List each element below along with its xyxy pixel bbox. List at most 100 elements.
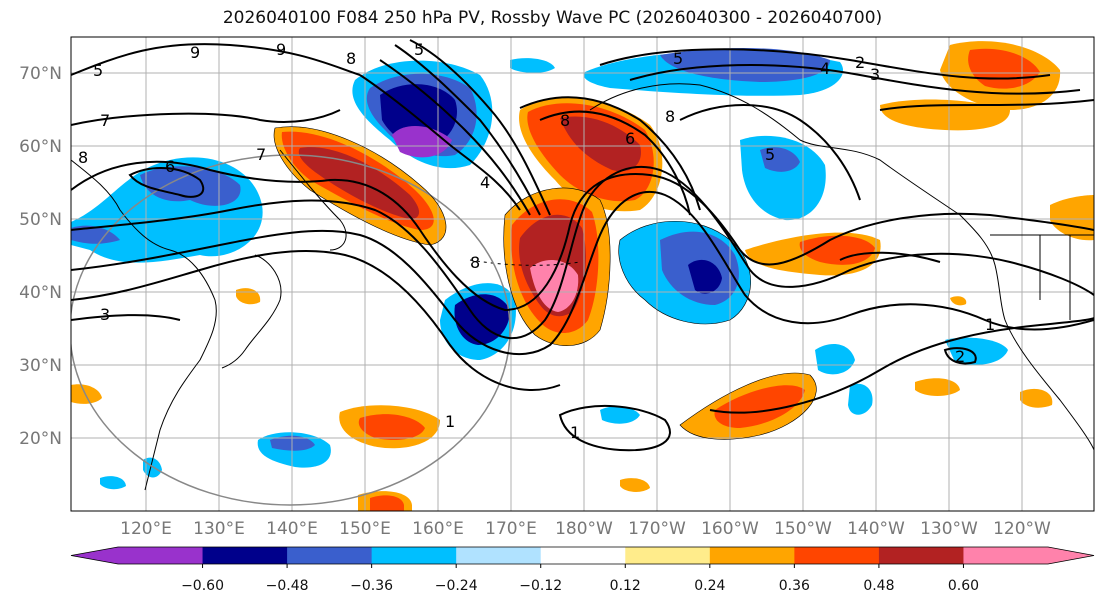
pv-contour: [71, 190, 1094, 355]
colorbar: −0.60 −0.48 −0.36 −0.24 −0.12 0.12 0.24 0.36 0.4…: [70, 546, 1095, 594]
anomaly-outline: [618, 220, 751, 325]
colorbar-segment: [456, 547, 542, 564]
anomaly-outline: [273, 126, 447, 246]
contour-label: 8: [560, 111, 570, 130]
colorbar-segment: [371, 547, 457, 564]
contour-labels: 5 9 9 5 8 5 4 2 3 7 8 6 7 4 8 6 8 5 8 1 …: [78, 40, 995, 442]
negative-anomaly-region: [815, 344, 855, 375]
contour-label: 8: [665, 107, 675, 126]
colorbar-tick-label: 0.12: [610, 578, 641, 594]
colorbar-tick-label: 0.36: [779, 578, 810, 594]
pv-contour: [539, 110, 691, 216]
contour-label: 5: [765, 145, 775, 164]
colorbar-tick-label: 0.24: [694, 578, 725, 594]
longitude-label: 160°E: [412, 519, 464, 539]
pv-contour: [128, 167, 205, 198]
anomaly-outline: [679, 372, 817, 440]
pv-contour: [629, 63, 1081, 95]
positive-anomaly-region: [530, 259, 579, 312]
contour-label: 1: [445, 412, 455, 431]
colorbar-segment: [118, 547, 204, 564]
negative-anomaly-region: [848, 383, 873, 415]
contour-label: 2: [955, 347, 965, 366]
latitude-label: 40°N: [19, 283, 62, 303]
kamchatka-coastline: [279, 149, 347, 251]
map-frame: [70, 36, 1095, 512]
latitude-label: 60°N: [19, 137, 62, 157]
colorbar-segment: [287, 547, 373, 564]
longitude-label: 120°W: [993, 519, 1051, 539]
contour-label: 8: [470, 253, 480, 272]
positive-anomaly-region: [358, 414, 425, 440]
contour-label: 5: [414, 40, 424, 59]
pv-contour: [71, 250, 561, 391]
colorbar-tick-label: −0.60: [181, 578, 224, 594]
colorbar-tick-label: 0.48: [863, 578, 894, 594]
pv-contour: [71, 314, 181, 321]
negative-anomaly-region: [600, 406, 640, 424]
longitude-label: 140°E: [266, 519, 318, 539]
pv-contour: [679, 104, 861, 201]
negative-anomaly-region: [760, 147, 800, 172]
positive-anomaly-region: [560, 116, 641, 172]
colorbar-tick-label: −0.48: [266, 578, 309, 594]
colorbar-tick-label: −0.36: [350, 578, 393, 594]
contour-label: 3: [100, 305, 110, 324]
contour-label: 2: [855, 53, 865, 72]
latitude-label: 50°N: [19, 210, 62, 230]
longitude-label: 120°E: [120, 519, 172, 539]
colorbar-segment: [540, 547, 626, 564]
positive-anomaly-region: [620, 478, 650, 492]
pv-contours: [71, 39, 1094, 452]
longitude-label: 170°W: [628, 519, 686, 539]
aleutian-islands: [469, 259, 581, 266]
positive-anomaly-region: [71, 384, 102, 404]
negative-anomaly-region: [740, 135, 826, 221]
contour-label: 7: [256, 145, 266, 164]
alaska-coastline: [589, 83, 1094, 451]
pv-contour: [71, 109, 341, 126]
positive-anomaly-region: [799, 235, 875, 265]
positive-anomaly-region: [950, 296, 967, 306]
positive-anomaly-region: [370, 495, 404, 511]
colorbar-extend-min: [71, 547, 118, 564]
latitude-label: 30°N: [19, 356, 62, 376]
colorbar-tick-label: −0.12: [519, 578, 562, 594]
colorbar-segment: [794, 547, 880, 564]
colorbar-extend-max: [1048, 547, 1094, 564]
pv-contour: [71, 160, 1094, 312]
contour-label: 3: [870, 65, 880, 84]
colorbar-segment: [202, 547, 288, 564]
longitude-label: 170°E: [485, 519, 537, 539]
contour-label: 5: [673, 49, 683, 68]
great-circle: [71, 154, 511, 506]
contour-label: 8: [346, 49, 356, 68]
pv-contour: [71, 43, 361, 76]
contour-label: 4: [480, 173, 490, 192]
colorbar-outline: [70, 546, 1095, 565]
contour-label: 6: [165, 157, 175, 176]
pv-contour: [359, 74, 521, 211]
longitude-axis: 120°E 130°E 140°E 150°E 160°E 170°E 180°…: [120, 519, 1051, 539]
colorbar-segment: [709, 547, 795, 564]
longitude-label: 150°W: [774, 519, 832, 539]
longitude-label: 180°W: [555, 519, 613, 539]
pv-contour: [599, 48, 1051, 80]
contour-label: 1: [570, 423, 580, 442]
longitude-label: 160°W: [701, 519, 759, 539]
positive-anomaly-region: [714, 385, 805, 428]
pv-contour: [558, 405, 671, 452]
contour-label: 7: [100, 111, 110, 130]
negative-anomaly-region: [140, 166, 241, 206]
japan-coastline: [221, 254, 282, 369]
contour-label: 6: [625, 129, 635, 148]
contour-label: 1: [985, 315, 995, 334]
pv-contour: [709, 317, 1094, 414]
latitude-label: 70°N: [19, 64, 62, 84]
contour-label: 5: [93, 61, 103, 80]
longitude-label: 150°E: [339, 519, 391, 539]
coastlines: [71, 83, 1094, 491]
pv-contour: [409, 39, 551, 216]
latitude-label: 20°N: [19, 429, 62, 449]
